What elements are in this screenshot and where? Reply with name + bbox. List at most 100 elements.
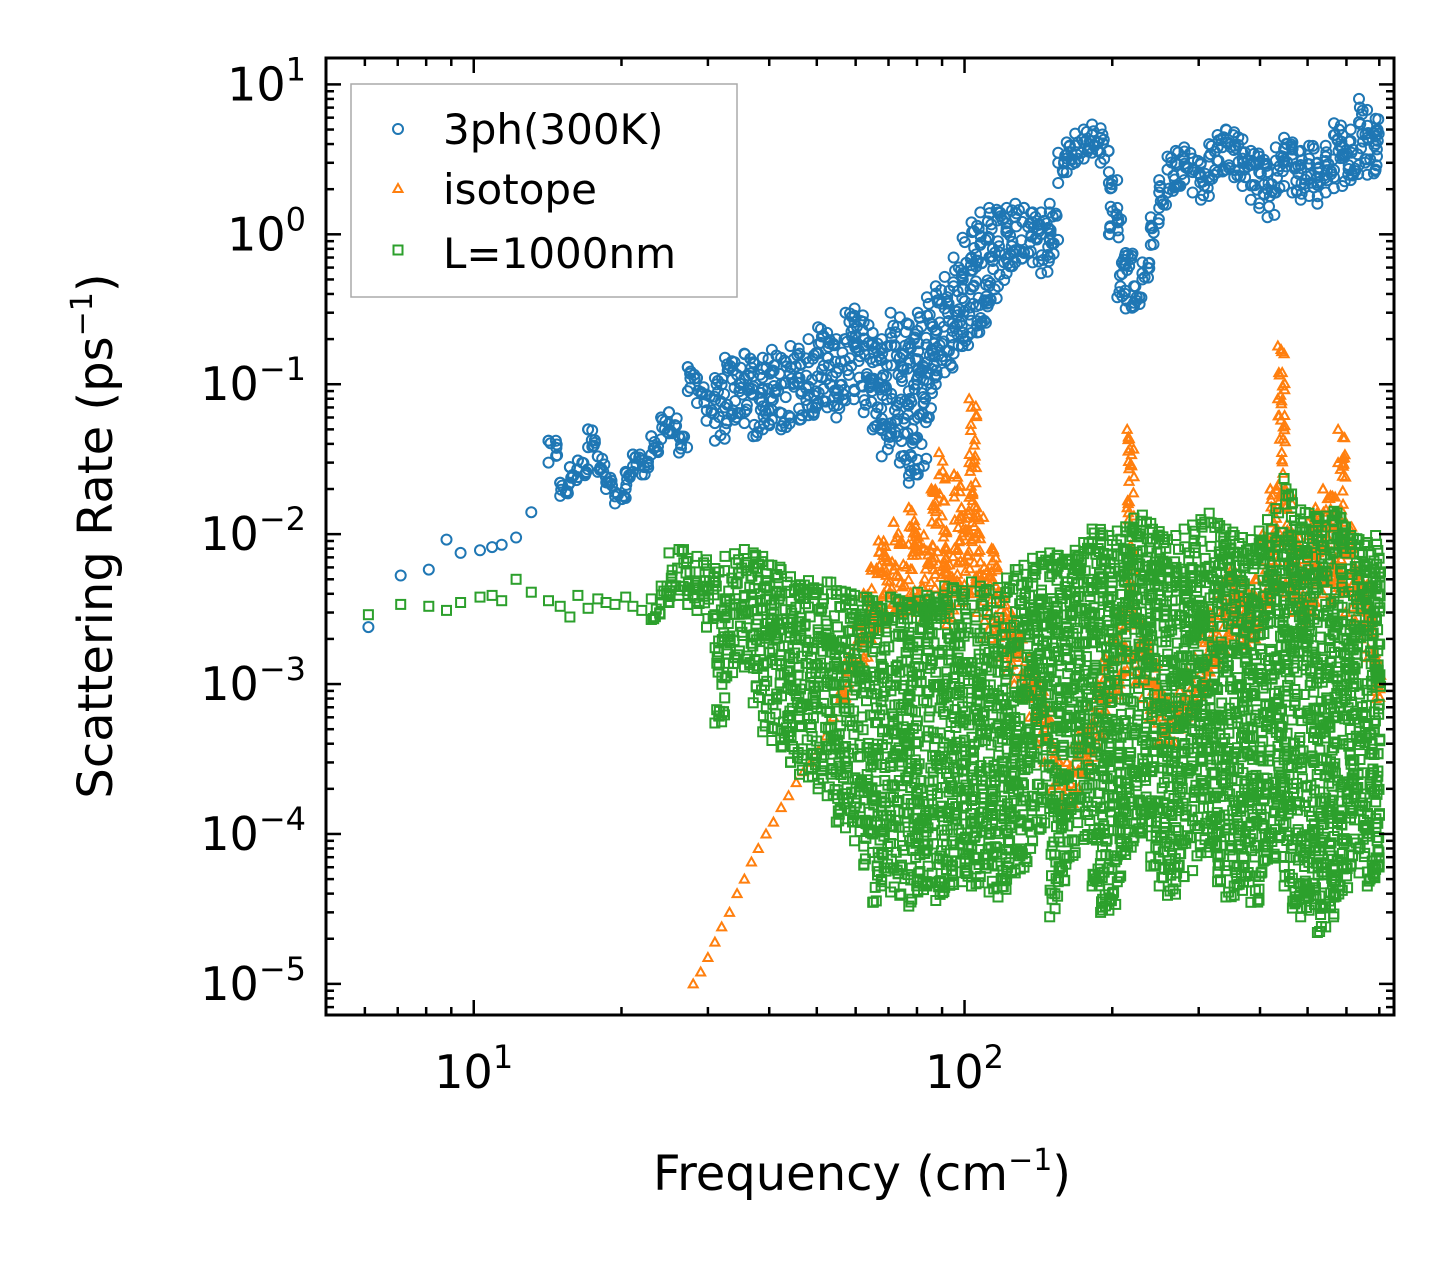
point-3ph-300k — [915, 438, 928, 450]
point-3ph-300k — [832, 362, 845, 375]
point-3ph-300k — [1144, 211, 1157, 224]
point-3ph-300k — [1022, 247, 1035, 259]
point-3ph-300k — [1369, 137, 1382, 150]
point-3ph-300k — [876, 347, 889, 360]
point-3ph-300k — [673, 446, 685, 459]
point-3ph-300k — [542, 434, 555, 447]
point-3ph-300k — [905, 396, 918, 409]
point-3ph-300k — [394, 569, 407, 582]
point-3ph-300k — [929, 371, 942, 384]
point-3ph-300k — [563, 476, 576, 489]
point-3ph-300k — [718, 388, 731, 400]
point-3ph-300k — [1261, 211, 1274, 224]
point-3ph-300k — [929, 280, 942, 293]
point-isotope — [895, 534, 908, 546]
point-3ph-300k — [852, 355, 865, 367]
point-3ph-300k — [1041, 265, 1054, 278]
point-3ph-300k — [1304, 169, 1317, 182]
point-isotope — [925, 551, 939, 563]
point-3ph-300k — [1097, 133, 1110, 146]
point-3ph-300k — [830, 411, 843, 424]
point-3ph-300k — [947, 347, 960, 360]
point-isotope — [952, 520, 965, 532]
point-isotope — [932, 468, 946, 480]
point-3ph-300k — [775, 423, 788, 436]
point-isotope — [919, 562, 932, 574]
point-3ph-300k — [1320, 146, 1333, 159]
point-3ph-300k — [598, 458, 611, 471]
point-isotope — [888, 534, 902, 546]
point-3ph-300k — [875, 412, 888, 425]
point-3ph-300k — [422, 563, 435, 576]
point-3ph-300k — [885, 339, 898, 352]
point-3ph-300k — [929, 350, 941, 363]
point-3ph-300k — [1153, 201, 1166, 214]
point-isotope — [940, 524, 953, 536]
point-3ph-300k — [885, 387, 898, 400]
point-3ph-300k — [830, 333, 843, 346]
point-3ph-300k — [1096, 128, 1109, 141]
point-3ph-300k — [738, 405, 751, 418]
point-3ph-300k — [963, 308, 976, 321]
point-3ph-300k — [670, 419, 683, 432]
point-3ph-300k — [821, 401, 834, 414]
point-3ph-300k — [1228, 126, 1241, 139]
point-3ph-300k — [728, 356, 741, 369]
point-isotope — [929, 505, 943, 517]
point-3ph-300k — [714, 395, 727, 408]
point-3ph-300k — [1024, 245, 1037, 258]
point-isotope — [1000, 605, 1013, 618]
point-3ph-300k — [663, 406, 675, 419]
point-3ph-300k — [634, 448, 646, 461]
point-isotope — [978, 560, 991, 572]
point-3ph-300k — [582, 423, 595, 436]
point-3ph-300k — [765, 413, 778, 426]
point-3ph-300k — [1178, 141, 1191, 154]
point-3ph-300k — [740, 403, 753, 416]
point-3ph-300k — [1238, 163, 1251, 176]
point-isotope — [738, 872, 751, 884]
point-3ph-300k — [1128, 280, 1140, 293]
point-3ph-300k — [1136, 256, 1149, 269]
point-isotope — [963, 447, 976, 459]
point-isotope — [1079, 753, 1092, 765]
point-isotope — [790, 776, 803, 788]
point-3ph-300k — [1371, 125, 1384, 138]
point-3ph-300k — [1224, 141, 1237, 153]
point-3ph-300k — [823, 334, 836, 347]
point-isotope — [904, 562, 917, 574]
point-3ph-300k — [708, 434, 721, 447]
point-isotope — [970, 461, 983, 473]
point-isotope — [767, 815, 780, 827]
point-3ph-300k — [1160, 198, 1172, 211]
point-3ph-300k — [742, 369, 755, 382]
point-3ph-300k — [1111, 201, 1124, 214]
point-isotope — [971, 509, 984, 521]
point-3ph-300k — [1086, 146, 1099, 159]
point-isotope — [913, 537, 926, 549]
point-3ph-300k — [992, 280, 1004, 293]
point-isotope — [917, 542, 931, 554]
point-3ph-300k — [1236, 133, 1249, 146]
point-isotope — [940, 542, 953, 554]
point-3ph-300k — [998, 274, 1011, 286]
point-isotope — [782, 789, 795, 801]
point-3ph-300k — [957, 326, 970, 339]
point-3ph-300k — [769, 383, 782, 396]
point-isotope — [896, 580, 909, 592]
point-3ph-300k — [1094, 122, 1107, 135]
point-3ph-300k — [975, 257, 988, 270]
point-3ph-300k — [626, 448, 639, 461]
point-3ph-300k — [571, 454, 584, 467]
point-3ph-300k — [734, 382, 747, 394]
point-3ph-300k — [1278, 180, 1291, 192]
point-3ph-300k — [1052, 177, 1065, 189]
point-3ph-300k — [970, 248, 982, 261]
point-3ph-300k — [600, 471, 612, 484]
point-3ph-300k — [542, 456, 555, 469]
point-3ph-300k — [812, 321, 825, 334]
point-3ph-300k — [1052, 233, 1065, 246]
point-3ph-300k — [974, 230, 987, 242]
